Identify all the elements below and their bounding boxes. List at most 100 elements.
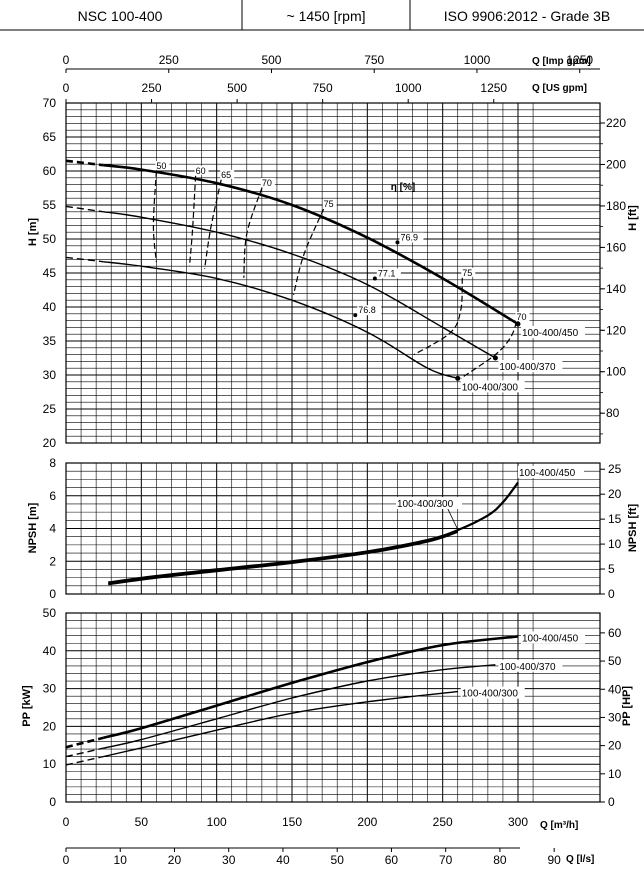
q-m3h-tick-label: 300 [508, 815, 528, 829]
power-y-tick: 40 [43, 644, 57, 658]
series-label-bg [521, 631, 585, 644]
q-ls-tick-label: 80 [493, 853, 507, 867]
efficiency-label-bg [260, 178, 275, 187]
power-right-tick-label: 40 [608, 682, 622, 696]
power-series-label: 100-400/370 [499, 662, 556, 673]
series-label-bg [521, 326, 585, 338]
q-m3h-tick-label: 200 [357, 815, 377, 829]
power-y-tick: 20 [43, 719, 57, 733]
efficiency-line-label: 75 [462, 268, 472, 278]
us-gpm-tick-label: 750 [313, 81, 333, 95]
head-series-label: 100-400/300 [462, 382, 519, 393]
plot-frame [65, 462, 601, 595]
bep-marker [353, 313, 358, 318]
efficiency-line [152, 170, 157, 263]
series-label-bg [460, 686, 525, 699]
head-right-tick-label: 180 [606, 199, 626, 213]
npsh-y-tick: 2 [49, 554, 56, 568]
efficiency-label-bg [155, 161, 170, 170]
head-curve-dashed [65, 256, 104, 263]
head-curve [103, 163, 519, 326]
header-bar: NSC 100-400 ~ 1450 [rpm] ISO 9906:2012 -… [0, 0, 644, 31]
npsh-y-tick: 0 [49, 587, 56, 601]
head-right-tick-label: 100 [606, 365, 626, 379]
standard-label: ISO 9906:2012 - Grade 3B [444, 8, 611, 24]
efficiency-label-bg [194, 165, 209, 175]
q-ls-tick-label: 40 [276, 853, 290, 867]
q-ls-tick-label: 50 [331, 853, 345, 867]
bep-label-bg [399, 232, 424, 243]
npsh-curve [108, 530, 459, 586]
power-right-tick-label: 50 [608, 654, 622, 668]
npsh-curve [108, 481, 519, 584]
q-ls-tick-label: 90 [547, 853, 561, 867]
npsh-y-tick: 6 [49, 489, 56, 503]
power-curve [103, 664, 496, 749]
head-y-tick: 25 [43, 402, 57, 416]
power-curve-dashed [65, 747, 104, 758]
npsh-right-tick-label: 10 [608, 537, 622, 551]
head-right-tick-label: 160 [606, 240, 626, 254]
efficiency-line [204, 179, 222, 269]
head-y-tick: 60 [43, 164, 57, 178]
head-y-tick: 65 [43, 130, 57, 144]
npsh-right-tick-label: 0 [608, 587, 615, 601]
q-m3h-tick-label: 100 [207, 815, 227, 829]
head-curve-dashed [65, 205, 104, 213]
efficiency-line-label: 50 [156, 161, 166, 171]
q-m3h-tick-label: 0 [63, 815, 70, 829]
npsh-right-tick-label: 5 [608, 562, 615, 576]
head-right-tick-label: 220 [606, 116, 626, 130]
us-gpm-tick-label: 0 [63, 81, 70, 95]
efficiency-line [292, 208, 325, 295]
imp-gpm-tick-label: 0 [63, 53, 70, 67]
power-curve-dashed [65, 736, 105, 749]
q-m3h-tick-label: 250 [433, 815, 453, 829]
head-y-tick: 50 [43, 232, 57, 246]
imp-gpm-tick-label: 250 [159, 53, 179, 67]
series-label-bg [396, 497, 462, 509]
q-ls-tick-label: 20 [168, 853, 182, 867]
efficiency-line-label: 65 [221, 170, 231, 180]
head-right-tick-label: 120 [606, 323, 626, 337]
q-ls-axis-label: Q [l/s] [566, 854, 594, 865]
power-y-tick: 0 [49, 795, 56, 809]
efficiency-label-bg [322, 199, 337, 209]
head-series-label: 100-400/450 [522, 328, 579, 339]
power-right-axis-label: PP [HP] [621, 686, 633, 726]
power-right-tick-label: 0 [608, 795, 615, 809]
bep-label-bg [357, 305, 382, 316]
bep-marker [395, 240, 400, 245]
power-y-axis-label: PP [kW] [21, 685, 33, 727]
q-ls-tick-label: 30 [222, 853, 236, 867]
head-panel: 20 25 30 35 40 45 50 55 60 65 70 80 100 120 140 160 180 2… [27, 96, 639, 450]
efficiency-label-bg [515, 311, 530, 321]
us-gpm-tick-label: 1000 [395, 81, 422, 95]
bep-label: 77.1 [378, 268, 396, 278]
q-ls-tick-label: 70 [439, 853, 453, 867]
npsh-series-label: 100-400/450 [519, 468, 576, 479]
power-curve-dashed [65, 755, 104, 766]
head-right-tick-label: 140 [606, 282, 626, 296]
plot-frame [65, 102, 601, 444]
imp-gpm-tick-label: 1000 [464, 53, 491, 67]
imp-gpm-tick-label: 1250 [566, 53, 593, 67]
head-curve-dashed [65, 159, 104, 167]
efficiency-line-label: 60 [196, 166, 206, 176]
series-label-bg [518, 466, 584, 478]
curve-end-marker [492, 355, 498, 361]
npsh-right-tick-label: 15 [608, 512, 622, 526]
head-y-tick: 30 [43, 368, 57, 382]
model-label: NSC 100-400 [78, 8, 163, 24]
head-curve [103, 211, 496, 359]
us-gpm-tick-label: 250 [142, 81, 162, 95]
head-right-tick-label: 80 [606, 406, 620, 420]
power-y-tick: 30 [43, 682, 57, 696]
power-series-label: 100-400/450 [522, 633, 579, 644]
power-right-tick-label: 60 [608, 626, 622, 640]
power-series-label: 100-400/300 [462, 689, 519, 700]
series-label-bg [498, 360, 563, 372]
efficiency-label-bg [220, 169, 235, 179]
power-right-tick-label: 10 [608, 767, 622, 781]
